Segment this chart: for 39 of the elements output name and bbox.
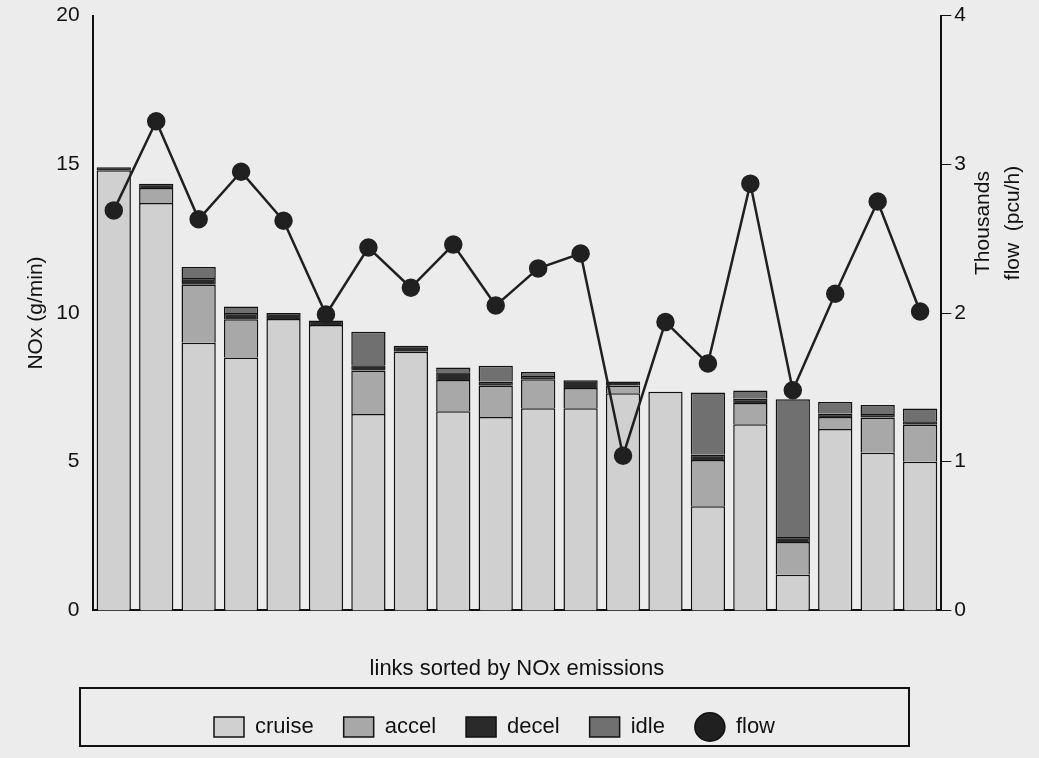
point bbox=[783, 381, 803, 400]
point bbox=[146, 111, 166, 131]
x-axis-title: links sorted by NOx emissions bbox=[369, 654, 665, 680]
point bbox=[613, 446, 633, 465]
point bbox=[401, 278, 421, 297]
legend-label: decel bbox=[507, 713, 560, 739]
legend-label: flow bbox=[735, 713, 776, 739]
legend-label: idle bbox=[630, 713, 665, 739]
y-tick-label: 5 bbox=[67, 448, 80, 472]
point bbox=[910, 302, 930, 321]
point bbox=[316, 305, 336, 324]
point bbox=[825, 284, 845, 303]
y-axis-title: NOx (g/min) bbox=[23, 256, 47, 370]
text: Thousands bbox=[969, 171, 993, 275]
point bbox=[868, 192, 887, 211]
point bbox=[571, 244, 590, 263]
point bbox=[741, 174, 760, 193]
y2-tick-label: 3 bbox=[954, 151, 967, 175]
y2-tick-label: 1 bbox=[954, 448, 967, 472]
y-tick-label: 20 bbox=[56, 2, 80, 26]
point bbox=[486, 296, 505, 315]
y2-axis-title: flow (pcu/h) bbox=[999, 165, 1023, 281]
y-tick-label: 15 bbox=[56, 151, 80, 175]
y2-tick-label: 2 bbox=[954, 299, 967, 323]
point bbox=[274, 211, 293, 231]
y2-tick-label: 4 bbox=[954, 2, 967, 26]
point bbox=[359, 238, 378, 257]
y-tick-label: 0 bbox=[67, 597, 80, 621]
point bbox=[104, 201, 124, 220]
point bbox=[528, 259, 548, 278]
point bbox=[444, 235, 463, 254]
point bbox=[189, 210, 208, 229]
y2-tick-label: 0 bbox=[954, 597, 967, 621]
point bbox=[656, 312, 675, 332]
point bbox=[231, 162, 251, 181]
point bbox=[698, 354, 718, 373]
y-tick-label: 10 bbox=[56, 299, 80, 323]
legend-label: accel bbox=[384, 713, 437, 739]
legend-label: cruise bbox=[255, 713, 314, 739]
